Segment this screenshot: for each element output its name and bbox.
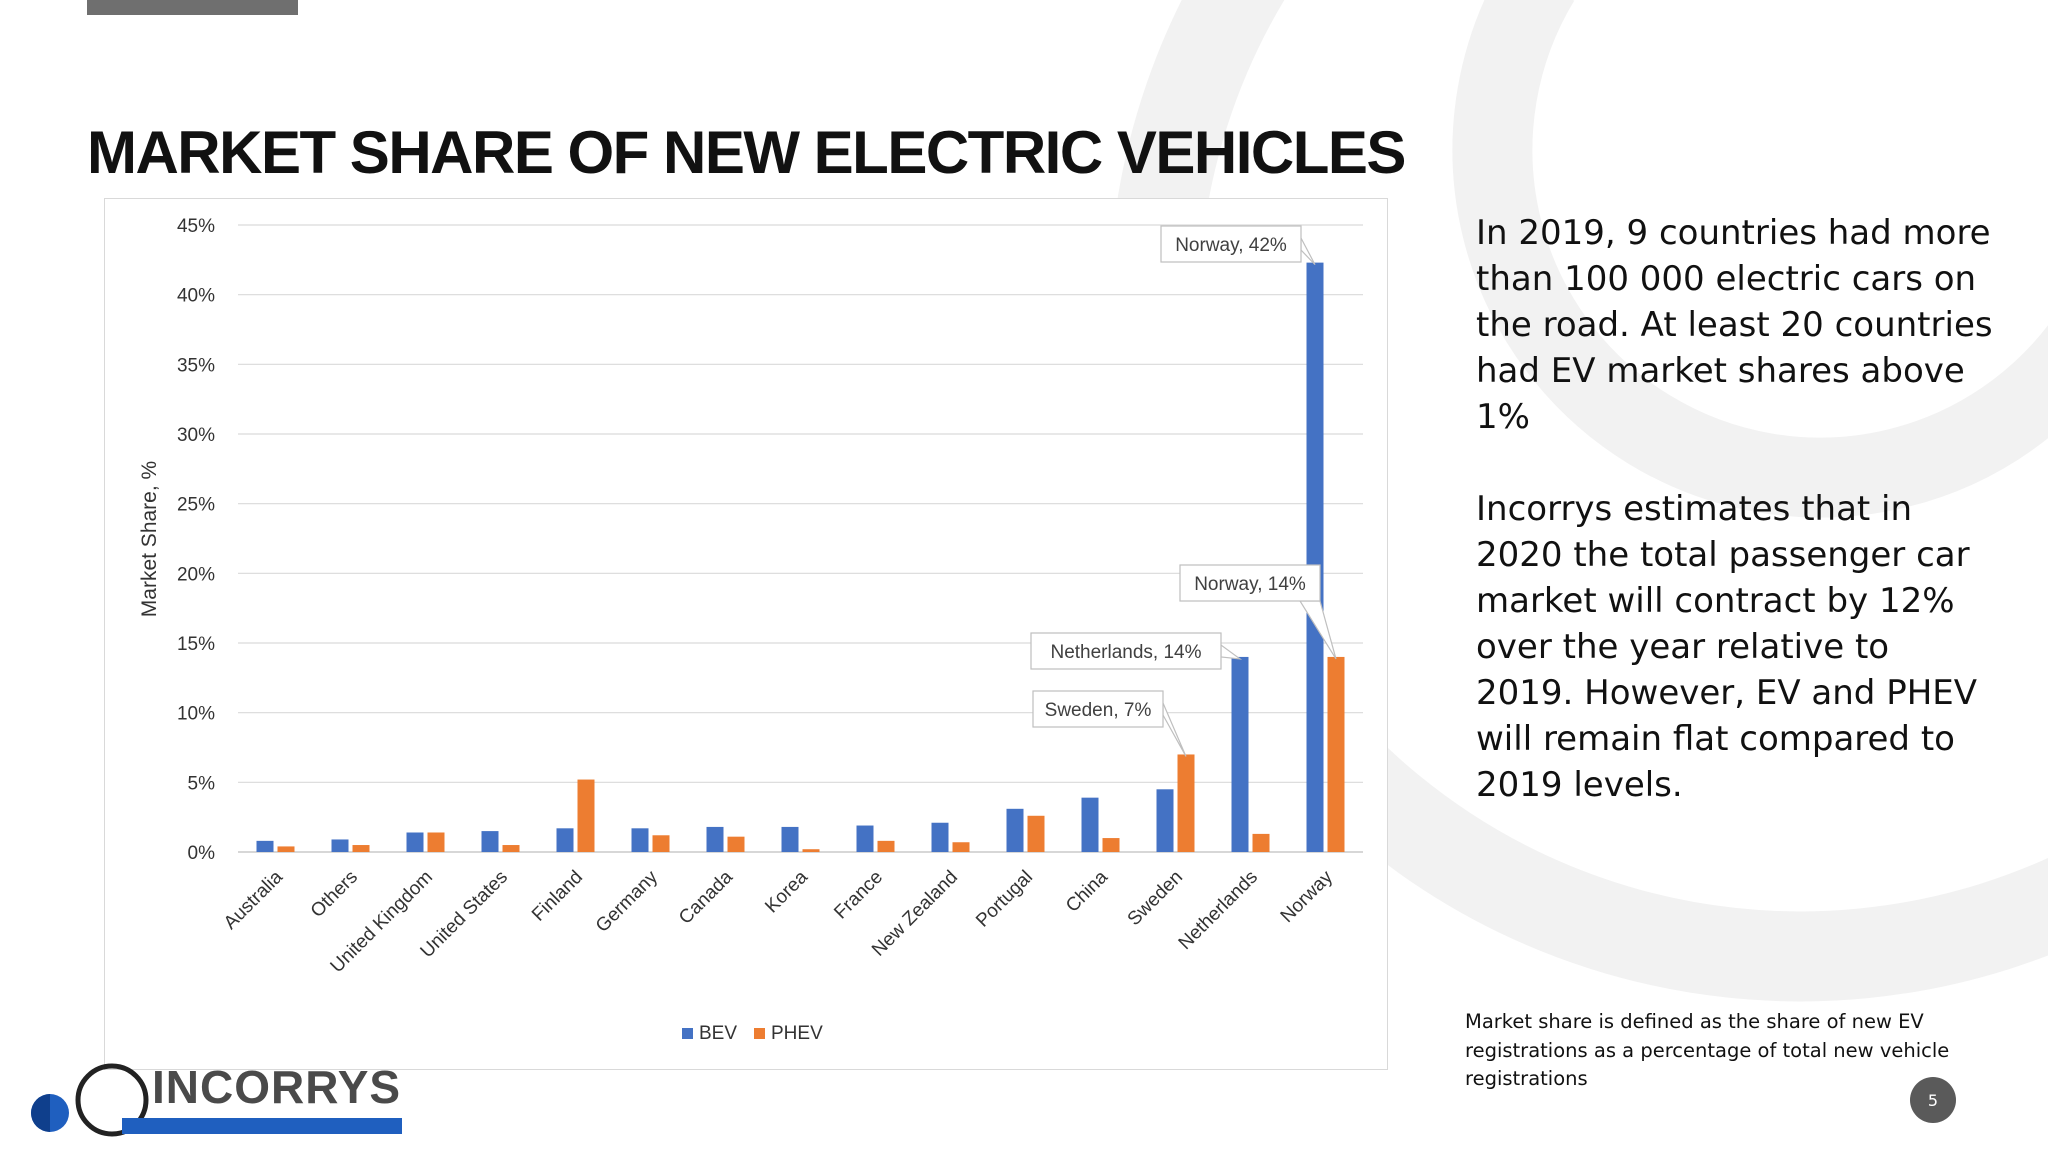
x-tick-label: China [1062,866,1112,916]
bar-phev [1102,838,1120,852]
bar-phev [877,840,895,852]
chart-bars [256,262,1345,852]
x-tick-label: Finland [528,867,587,926]
bar-bev [481,831,499,852]
legend-label-bev: BEV [699,1023,737,1044]
bar-bev [931,822,949,852]
bar-bev [631,828,649,852]
bar-phev [1177,754,1195,852]
footnote: Market share is defined as the share of … [1465,1010,1950,1090]
y-tick-label: 40% [177,286,215,307]
legend-swatch-phev [754,1028,765,1039]
x-tick-label: Germany [592,866,662,936]
bar-bev [781,826,799,852]
x-tick-label: Portugal [972,867,1037,932]
y-tick-label: 25% [177,495,215,516]
logo-mark-icon [31,1063,149,1137]
chart-legend: BEV PHEV [682,1023,823,1044]
callout-pointer [1300,237,1316,266]
chart-gridlines [238,224,1363,853]
bar-bev [256,840,274,852]
x-tick-label: Others [307,867,362,922]
bar-phev [1252,833,1270,852]
page-title: MARKET SHARE OF NEW ELECTRIC VEHICLES [87,119,1406,186]
y-tick-label: 20% [177,564,215,585]
paragraph-estimate: Incorrys estimates that in 2020 the tota… [1476,489,1978,805]
top-accent-bar [87,0,298,15]
callout-label: Norway, 14% [1194,574,1306,595]
x-tick-label: France [830,867,887,924]
bar-phev [352,845,370,852]
callout-label: Sweden, 7% [1045,700,1152,721]
incorrys-logo: INCORRYS [26,1058,402,1138]
bar-bev [1231,656,1249,852]
bar-bev [1306,262,1324,852]
legend-swatch-bev [682,1028,693,1039]
x-tick-label: Netherlands [1175,867,1262,954]
y-tick-label: 45% [177,216,215,237]
bar-phev [952,842,970,852]
callout-box [1160,225,1302,263]
legend-label-phev: PHEV [771,1023,823,1044]
bar-bev [406,832,424,852]
y-axis-title: Market Share, % [138,461,161,617]
chart-callouts: Norway, 42% Norway, 14% Netherlands, 14% Sw… [1030,225,1337,757]
callout-box [1032,690,1164,728]
y-tick-label: 0% [188,843,216,864]
bar-phev [652,835,670,852]
bar-chart: 0% 5% 10% 15% 20% 25% 30% 35% 40% 45% Australia Ot… [138,216,1363,1044]
logo-text: INCORRYS [152,1061,402,1113]
bar-phev [802,849,820,852]
bar-bev [1006,808,1024,852]
bar-bev [706,826,724,852]
callout-pointer [1220,643,1243,660]
x-tick-label: Norway [1277,866,1338,927]
callout-label: Norway, 42% [1175,235,1287,256]
x-tick-label: Canada [675,866,737,928]
bar-bev [1081,797,1099,852]
chart-container: 0% 5% 10% 15% 20% 25% 30% 35% 40% 45% Australia Ot… [104,198,1388,1070]
page-number-badge: 5 [1910,1077,1956,1123]
callout-pointer [1162,702,1187,757]
bar-phev [727,836,745,852]
callout-box [1179,564,1321,602]
logo-underline [122,1118,402,1134]
bar-bev [856,825,874,852]
bar-phev [277,846,295,852]
bar-phev [577,779,595,852]
bar-phev [502,845,520,852]
side-commentary: In 2019, 9 countries had more than 100 0… [1476,210,1996,808]
x-tick-label: Korea [761,866,812,917]
y-tick-label: 35% [177,355,215,376]
callout-box [1030,632,1222,670]
y-tick-label: 5% [188,773,216,794]
x-tick-label: Sweden [1124,867,1187,930]
bar-phev [1327,656,1345,852]
y-tick-label: 30% [177,425,215,446]
y-tick-label: 15% [177,634,215,655]
bar-phev [427,832,445,852]
y-axis-ticks: 0% 5% 10% 15% 20% 25% 30% 35% 40% 45% [177,216,215,864]
bar-phev [1027,815,1045,852]
callout-label: Netherlands, 14% [1050,642,1201,663]
bar-bev [1156,789,1174,852]
bar-bev [556,828,574,852]
y-tick-label: 10% [177,704,215,725]
bar-bev [331,839,349,852]
x-tick-label: Australia [220,866,287,933]
paragraph-countries: In 2019, 9 countries had more than 100 0… [1476,213,1993,437]
